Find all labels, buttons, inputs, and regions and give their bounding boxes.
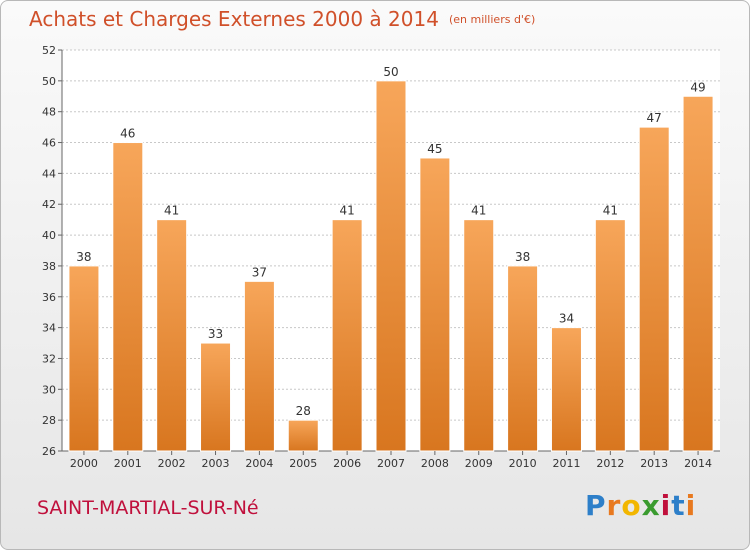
y-tick-label: 48 [42,106,56,119]
proxiti-logo: Proxiti [585,489,696,522]
bar [463,219,495,452]
x-tick-label: 2013 [640,457,668,470]
x-tick-label: 2005 [289,457,317,470]
bar [156,219,188,452]
x-tick-label: 2010 [509,457,537,470]
x-tick-label: 2004 [245,457,273,470]
bar [68,265,100,452]
y-tick-label: 46 [42,137,56,150]
y-tick-label: 52 [42,44,56,57]
bar [243,280,275,452]
bar [287,419,319,452]
x-tick-label: 2014 [684,457,712,470]
logo-letter: x [641,489,661,522]
bar-value-label: 49 [690,80,705,94]
bar [112,142,144,452]
bar-value-label: 47 [647,111,662,125]
bar-value-label: 41 [603,204,618,218]
x-tick-label: 2009 [465,457,493,470]
y-tick-label: 50 [42,75,56,88]
bar-value-label: 38 [76,250,91,264]
logo-letter: o [621,489,642,522]
bar [507,265,539,452]
bar-value-label: 33 [208,327,223,341]
logo-letter: i [660,489,672,522]
x-tick-label: 2000 [70,457,98,470]
bar-value-label: 38 [515,250,530,264]
y-tick-label: 32 [42,352,56,365]
bar [331,219,363,452]
commune-name: SAINT-MARTIAL-SUR-Né [37,497,259,519]
y-tick-label: 36 [42,291,56,304]
x-tick-label: 2007 [377,457,405,470]
bar-value-label: 34 [559,312,574,326]
logo-letter: t [671,489,686,522]
x-tick-label: 2001 [114,457,142,470]
bar [682,95,714,452]
bar-value-label: 46 [120,127,135,141]
y-tick-label: 38 [42,260,56,273]
y-tick-label: 42 [42,198,56,211]
bar-value-label: 45 [427,142,442,156]
y-tick-label: 30 [42,383,56,396]
bar [550,327,582,452]
bar [375,80,407,452]
bar-value-label: 41 [164,204,179,218]
bar [638,126,670,452]
bar [200,342,232,452]
y-tick-label: 44 [42,167,56,180]
y-tick-label: 28 [42,414,56,427]
x-tick-label: 2011 [552,457,580,470]
logo-letter: P [585,489,607,522]
unit-label: (en milliers d'€) [448,13,536,26]
x-tick-label: 2012 [596,457,624,470]
y-tick-label: 40 [42,229,56,242]
x-tick-label: 2006 [333,457,361,470]
title-text: Achats et Charges Externes 2000 à 2014 [29,7,439,31]
bar [419,157,451,452]
bar-value-label: 37 [252,265,267,279]
bar [594,219,626,452]
x-tick-label: 2003 [202,457,230,470]
x-tick-label: 2002 [158,457,186,470]
logo-letter: i [685,489,697,522]
logo-letter: r [606,489,622,522]
y-tick-label: 34 [42,322,56,335]
bar-value-label: 50 [383,65,398,79]
bar-value-label: 41 [339,204,354,218]
chart-title: Achats et Charges Externes 2000 à 2014 (e… [29,7,535,31]
bar-value-label: 28 [296,404,311,418]
bar-value-label: 41 [471,204,486,218]
x-tick-label: 2008 [421,457,449,470]
y-tick-label: 26 [42,445,56,458]
